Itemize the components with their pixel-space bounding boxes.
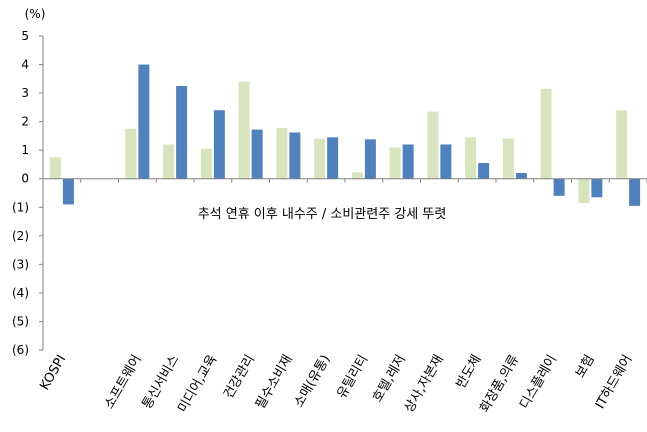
y-tick-label: 0 — [21, 172, 29, 186]
bar — [138, 64, 150, 179]
y-unit-label: (%) — [25, 7, 46, 21]
x-category-label: 필수소비재 — [253, 353, 296, 412]
bar — [427, 111, 439, 179]
y-tick-label: 1 — [21, 143, 29, 157]
bar — [578, 178, 590, 203]
bar — [629, 178, 641, 206]
x-category-label: 소매(유통) — [292, 353, 334, 411]
bar — [238, 81, 250, 179]
bar — [540, 88, 552, 179]
x-category-label: 상사,자본재 — [402, 353, 447, 416]
x-category-label: 건강관리 — [221, 353, 258, 402]
y-tick-label: 4 — [21, 58, 29, 72]
y-axis: 5 4 3 2 1 0 (1) (2) (3) (4) (5) (6) — [12, 29, 44, 357]
bar — [478, 163, 490, 179]
bar — [251, 129, 263, 179]
bar — [49, 157, 61, 179]
bar — [289, 132, 301, 179]
bar — [200, 148, 212, 179]
y-tick-label: (6) — [12, 343, 29, 357]
bar — [616, 110, 628, 179]
bar — [515, 173, 527, 179]
bar — [502, 138, 514, 179]
bar — [314, 138, 326, 179]
x-category-label: 반도체 — [454, 353, 485, 392]
y-tick-label: (3) — [12, 257, 29, 271]
x-category-label: IT하드웨어 — [593, 353, 636, 412]
y-tick-label: (1) — [12, 200, 29, 214]
bar — [276, 127, 288, 179]
x-category-label: 유틸리티 — [334, 353, 371, 402]
bar — [62, 178, 74, 205]
x-category-label: 소프트웨어 — [102, 353, 145, 412]
bar — [440, 144, 452, 179]
x-category-label: 디스플레이 — [517, 353, 560, 412]
x-category-label: 미디어,교육 — [175, 352, 220, 415]
chart-annotation: 추석 연휴 이후 내수주 / 소비관련주 강세 뚜렷 — [198, 207, 447, 222]
bar — [327, 137, 339, 179]
bars — [49, 64, 641, 206]
bar — [163, 144, 175, 179]
x-category-label: 통신서비스 — [140, 352, 183, 411]
y-tick-label: 5 — [21, 29, 29, 43]
x-category-label: KOSPI — [37, 353, 69, 393]
bar — [213, 110, 225, 179]
x-category-label: 화장품,의류 — [477, 352, 522, 415]
bar — [465, 137, 477, 179]
x-category-label: 보험 — [573, 353, 598, 381]
y-tick-label: 3 — [21, 86, 29, 100]
bar — [351, 172, 363, 179]
bar — [176, 85, 188, 179]
y-tick-label: (5) — [12, 314, 29, 328]
bar — [553, 178, 565, 196]
y-tick-label: (2) — [12, 229, 29, 243]
bar — [125, 128, 137, 179]
bar — [389, 147, 401, 179]
bar — [591, 178, 603, 198]
x-category-label: 호텔,레저 — [370, 353, 409, 406]
y-tick-label: (4) — [12, 286, 29, 300]
bar — [402, 144, 414, 179]
y-tick-label: 2 — [21, 115, 29, 129]
bar — [364, 139, 376, 179]
